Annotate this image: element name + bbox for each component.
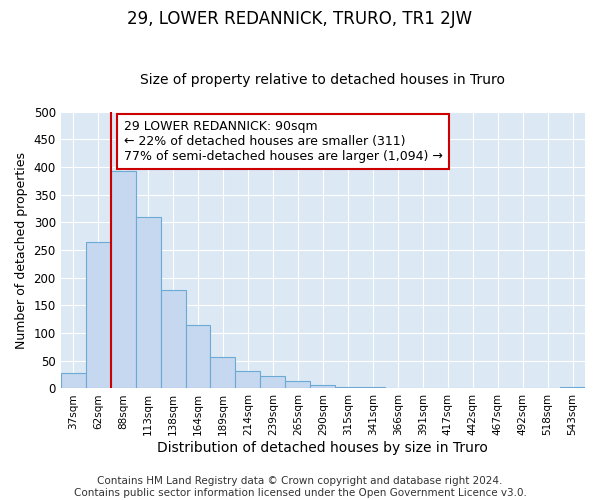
Bar xyxy=(560,387,585,388)
Bar xyxy=(335,387,360,388)
Bar xyxy=(286,380,310,388)
Bar xyxy=(136,217,161,388)
Title: Size of property relative to detached houses in Truro: Size of property relative to detached ho… xyxy=(140,73,505,87)
Bar xyxy=(260,376,286,388)
Bar xyxy=(211,357,235,388)
Bar xyxy=(235,371,260,388)
Bar xyxy=(61,373,86,388)
Y-axis label: Number of detached properties: Number of detached properties xyxy=(15,152,28,348)
Bar xyxy=(86,242,110,388)
X-axis label: Distribution of detached houses by size in Truro: Distribution of detached houses by size … xyxy=(157,441,488,455)
Bar xyxy=(310,385,335,388)
Bar xyxy=(161,290,185,388)
Text: 29 LOWER REDANNICK: 90sqm
← 22% of detached houses are smaller (311)
77% of semi: 29 LOWER REDANNICK: 90sqm ← 22% of detac… xyxy=(124,120,442,163)
Bar xyxy=(110,171,136,388)
Text: Contains HM Land Registry data © Crown copyright and database right 2024.
Contai: Contains HM Land Registry data © Crown c… xyxy=(74,476,526,498)
Text: 29, LOWER REDANNICK, TRURO, TR1 2JW: 29, LOWER REDANNICK, TRURO, TR1 2JW xyxy=(127,10,473,28)
Bar xyxy=(185,326,211,388)
